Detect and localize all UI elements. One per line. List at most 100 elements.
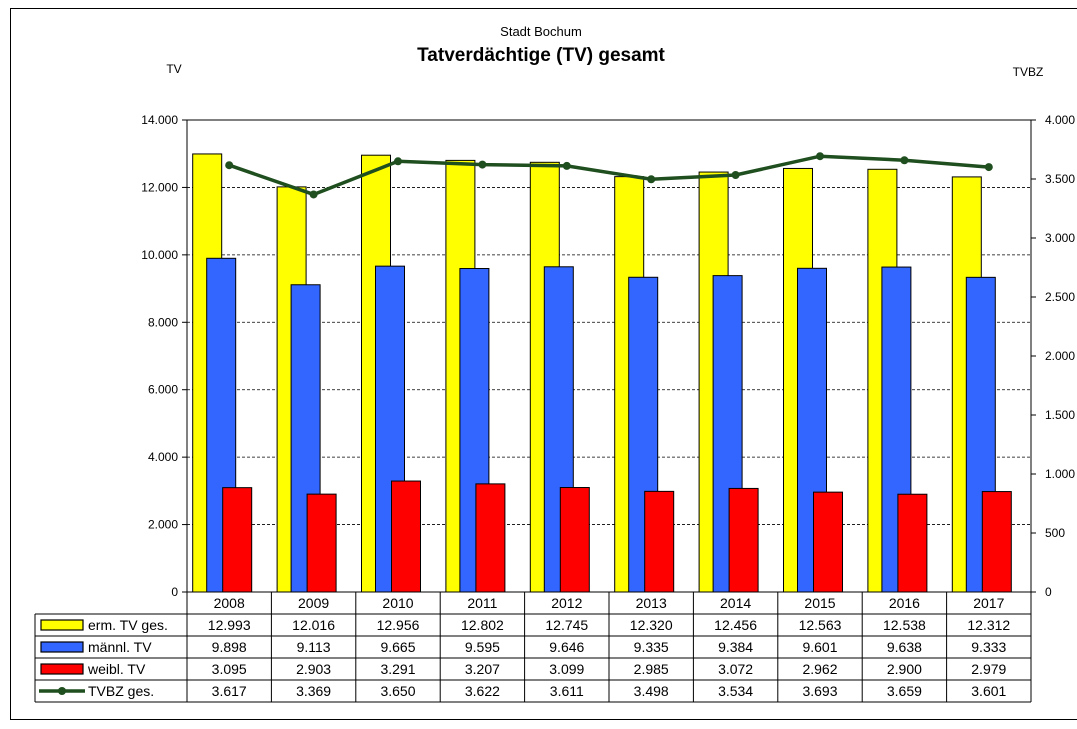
chart-frame (10, 8, 1077, 720)
table-cell: 9.898 (212, 639, 247, 655)
y-right-tick-label: 1.000 (1045, 467, 1075, 481)
table-cell: 3.622 (465, 683, 500, 699)
bar-weibl-tv (222, 487, 253, 593)
point-tvbz (225, 161, 234, 170)
y-right-tick-label: 3.000 (1045, 231, 1075, 245)
y-left-tick-label: 0 (171, 585, 178, 599)
table-cell: 9.601 (802, 639, 837, 655)
table-cell: 9.595 (465, 639, 500, 655)
bar-weibl-tv (813, 491, 843, 593)
bar-weibl-tv (728, 487, 759, 593)
table-cell: 3.659 (887, 683, 922, 699)
y-left-tick-label: 12.000 (141, 180, 178, 194)
table-cell: 3.099 (549, 661, 584, 677)
table-cell: 3.369 (296, 683, 331, 699)
x-tick-label: 2014 (720, 595, 751, 611)
table-cell: 9.333 (971, 639, 1006, 655)
table-cell: 3.601 (971, 683, 1006, 699)
table-cell: 12.312 (967, 617, 1010, 633)
line-tvbz (228, 154, 989, 197)
bar-weibl-tv (559, 487, 590, 593)
table-cell: 2.903 (296, 661, 331, 677)
y-left-tick-label: 4.000 (148, 450, 178, 464)
bar-weibl-tv (391, 480, 421, 593)
chart-title: Tatverdächtige (TV) gesamt (417, 45, 665, 66)
table-cell: 2.962 (802, 661, 837, 677)
bar-weibl-tv (475, 483, 506, 593)
legend-key-marker (58, 687, 66, 695)
table-cell: 3.611 (550, 683, 584, 699)
point-tvbz (816, 152, 824, 161)
y-left-tick-label: 8.000 (148, 315, 178, 329)
y-left-tick-label: 14.000 (141, 113, 178, 127)
y-left-tick-label: 10.000 (141, 248, 178, 262)
legend-key (40, 641, 84, 653)
table-cell: 12.456 (714, 617, 757, 633)
table-cell: 12.993 (208, 617, 251, 633)
y-right-tick-label: 1.500 (1045, 408, 1075, 422)
table-cell: 3.650 (380, 683, 415, 699)
x-tick-label: 2009 (298, 595, 329, 611)
table-cell: 9.113 (297, 639, 331, 655)
table-cell: 12.745 (545, 617, 588, 633)
table-cell: 3.291 (380, 661, 415, 677)
x-tick-label: 2015 (804, 595, 835, 611)
table-cell: 12.956 (377, 617, 420, 633)
y-left-tick-label: 2.000 (148, 518, 178, 532)
x-tick-label: 2010 (382, 595, 413, 611)
y-right-tick-label: 4.000 (1045, 113, 1075, 127)
table-cell: 9.335 (634, 639, 669, 655)
table-cell: 3.617 (212, 683, 247, 699)
table-cell: 9.646 (549, 639, 584, 655)
table-cell: 12.802 (461, 617, 504, 633)
x-tick-label: 2008 (214, 595, 245, 611)
point-tvbz (647, 175, 656, 184)
x-tick-label: 2013 (636, 595, 667, 611)
table-cell: 3.534 (718, 683, 753, 699)
table-cell: 3.693 (802, 683, 837, 699)
legend-label: TVBZ ges. (88, 683, 154, 699)
y-right-tick-label: 0 (1045, 585, 1052, 599)
y-axis-right-label: TVBZ (1013, 65, 1044, 79)
y-right-tick-label: 3.500 (1045, 172, 1075, 186)
table-cell: 12.538 (883, 617, 926, 633)
point-tvbz (309, 190, 318, 199)
table-cell: 3.498 (634, 683, 669, 699)
table-cell: 9.384 (718, 639, 753, 655)
x-tick-label: 2011 (467, 595, 497, 611)
point-tvbz (731, 170, 740, 179)
bar-weibl-tv (981, 491, 1012, 593)
x-tick-label: 2017 (973, 595, 1004, 611)
y-right-tick-label: 500 (1045, 526, 1065, 540)
legend-label: männl. TV (88, 639, 152, 655)
x-tick-label: 2016 (889, 595, 920, 611)
x-tick-label: 2012 (551, 595, 582, 611)
table-cell: 12.563 (799, 617, 842, 633)
table-cell: 3.072 (718, 661, 753, 677)
y-right-tick-label: 2.000 (1045, 349, 1075, 363)
table-cell: 3.207 (465, 661, 500, 677)
point-tvbz (478, 160, 487, 169)
chart-subtitle: Stadt Bochum (500, 24, 582, 39)
legend-label: erm. TV ges. (88, 617, 168, 633)
table-cell: 9.638 (887, 639, 922, 655)
table-cell: 12.016 (292, 617, 335, 633)
bar-weibl-tv (644, 490, 675, 593)
point-tvbz (900, 156, 909, 165)
table-cell: 2.900 (887, 661, 922, 677)
table-cell: 2.979 (971, 661, 1006, 677)
point-tvbz (984, 163, 993, 172)
y-axis-left-label: TV (166, 62, 181, 76)
y-left-tick-label: 6.000 (148, 383, 178, 397)
table-cell: 9.665 (380, 639, 415, 655)
y-right-tick-label: 2.500 (1045, 290, 1075, 304)
bar-weibl-tv (897, 493, 928, 593)
legend-key (40, 619, 84, 631)
point-tvbz (562, 161, 571, 170)
point-tvbz (394, 157, 402, 166)
table-cell: 2.985 (634, 661, 669, 677)
table-cell: 12.320 (630, 617, 673, 633)
bar-weibl-tv (306, 493, 337, 593)
legend-key (40, 663, 84, 675)
